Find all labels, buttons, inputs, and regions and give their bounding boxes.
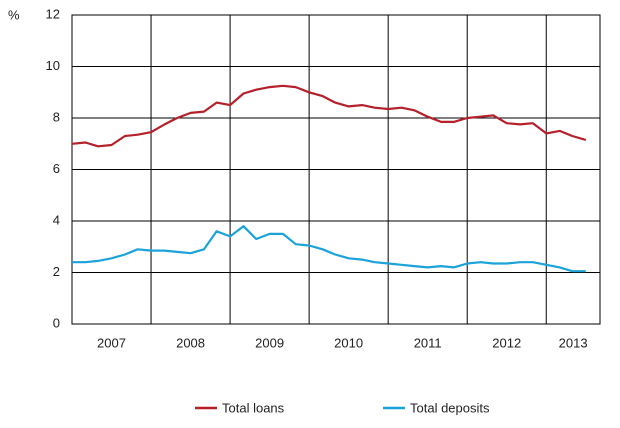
plot-frame xyxy=(71,14,601,325)
x-tick-label: 2008 xyxy=(176,335,205,350)
y-tick-label: 2 xyxy=(53,264,60,279)
y-tick-label: 8 xyxy=(53,109,60,124)
x-tick-label: 2010 xyxy=(334,335,363,350)
y-tick-label: 10 xyxy=(46,58,60,73)
x-tick-label: 2009 xyxy=(255,335,284,350)
legend-label: Total loans xyxy=(222,400,285,415)
y-unit-label: % xyxy=(8,7,20,22)
y-tick-label: 6 xyxy=(53,161,60,176)
y-tick-label: 12 xyxy=(46,6,60,21)
x-tick-label: 2011 xyxy=(414,335,442,350)
line-series xyxy=(71,84,587,148)
y-tick-label: 0 xyxy=(53,315,60,330)
line-series xyxy=(72,225,586,273)
y-tick-label: 4 xyxy=(53,212,60,227)
x-tick-label: 2012 xyxy=(492,335,521,350)
x-tick-label: 2007 xyxy=(97,335,126,350)
x-tick-label: 2013 xyxy=(559,335,588,350)
legend-label: Total deposits xyxy=(410,400,490,415)
